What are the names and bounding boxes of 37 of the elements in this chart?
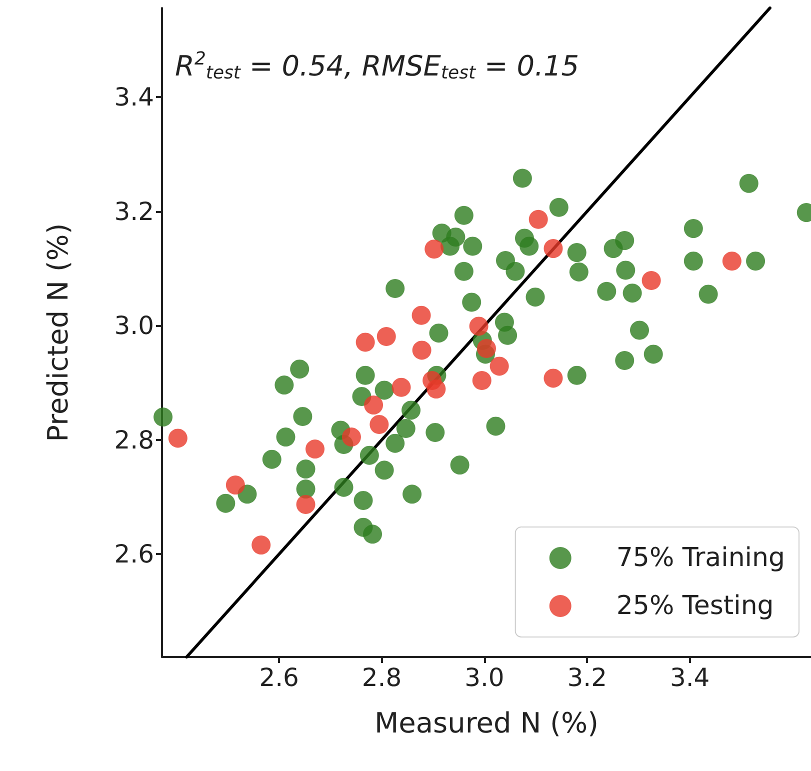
legend-label: 75% Training xyxy=(616,543,786,573)
x-tick-label: 3.0 xyxy=(464,663,504,692)
point xyxy=(528,210,548,229)
point xyxy=(392,378,411,397)
point xyxy=(472,370,492,390)
point xyxy=(477,339,496,358)
y-tick-label: 2.8 xyxy=(114,425,154,454)
y-axis-title: Predicted N (%) xyxy=(42,223,74,442)
point xyxy=(306,440,325,459)
point xyxy=(168,428,188,448)
point xyxy=(370,414,389,434)
point xyxy=(376,327,396,346)
point xyxy=(424,240,444,259)
point xyxy=(226,476,245,495)
x-tick-label: 2.6 xyxy=(259,663,299,692)
y-tick-label: 3.2 xyxy=(114,196,154,226)
point xyxy=(642,271,661,290)
y-tick-label: 2.6 xyxy=(114,540,154,569)
x-tick-label: 3.2 xyxy=(567,663,608,692)
point xyxy=(469,316,488,336)
x-tick-label: 3.4 xyxy=(670,663,710,692)
y-tick-label: 3.4 xyxy=(114,82,154,112)
point xyxy=(412,340,432,360)
point xyxy=(544,239,563,258)
point xyxy=(356,332,375,352)
point xyxy=(426,380,446,399)
x-axis-title: Measured N (%) xyxy=(374,706,598,740)
point xyxy=(252,536,271,555)
point xyxy=(544,368,563,388)
x-tick-label: 2.8 xyxy=(362,663,402,692)
point xyxy=(490,356,509,376)
point xyxy=(722,252,742,271)
point xyxy=(296,494,316,514)
point xyxy=(412,306,431,325)
y-tick-label: 3.0 xyxy=(114,311,154,340)
point xyxy=(364,396,384,415)
legend-label: 25% Testing xyxy=(616,591,774,621)
